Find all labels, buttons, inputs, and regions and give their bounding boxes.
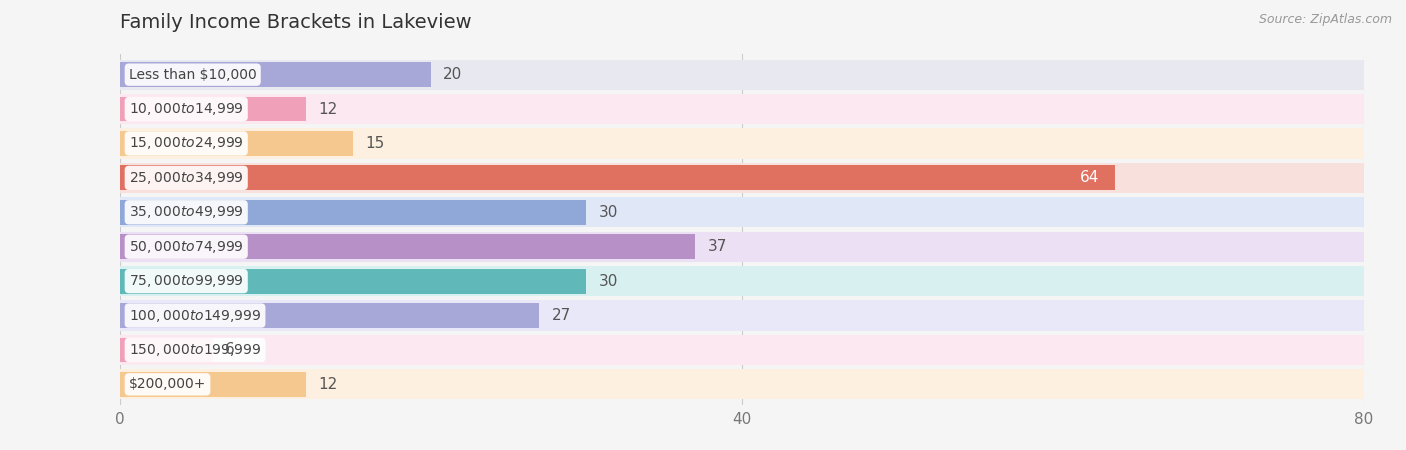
Text: $35,000 to $49,999: $35,000 to $49,999 (129, 204, 243, 220)
Text: 15: 15 (366, 136, 384, 151)
Text: 64: 64 (1080, 171, 1099, 185)
Text: $100,000 to $149,999: $100,000 to $149,999 (129, 307, 262, 324)
Bar (120, 301, 1364, 331)
Text: $15,000 to $24,999: $15,000 to $24,999 (129, 135, 243, 152)
Bar (120, 197, 1364, 227)
Bar (120, 372, 307, 397)
Bar (120, 338, 212, 362)
Bar (120, 62, 430, 87)
Text: 20: 20 (443, 67, 463, 82)
Bar (120, 234, 695, 259)
Text: 12: 12 (319, 102, 337, 117)
Bar (120, 200, 586, 225)
Bar (120, 131, 353, 156)
Text: $150,000 to $199,999: $150,000 to $199,999 (129, 342, 262, 358)
Text: Less than $10,000: Less than $10,000 (129, 68, 256, 81)
Text: 27: 27 (553, 308, 571, 323)
Text: $200,000+: $200,000+ (129, 378, 207, 392)
Bar (120, 97, 307, 122)
Text: $50,000 to $74,999: $50,000 to $74,999 (129, 238, 243, 255)
Bar (120, 232, 1364, 262)
Text: 30: 30 (599, 205, 619, 220)
Bar (120, 163, 1364, 193)
Text: $75,000 to $99,999: $75,000 to $99,999 (129, 273, 243, 289)
Bar (120, 266, 1364, 296)
Text: Source: ZipAtlas.com: Source: ZipAtlas.com (1258, 14, 1392, 27)
Bar (120, 303, 540, 328)
Text: 30: 30 (599, 274, 619, 288)
Bar (120, 59, 1364, 90)
Text: 6: 6 (225, 342, 235, 357)
Bar (120, 166, 1115, 190)
Bar (120, 94, 1364, 124)
Text: $10,000 to $14,999: $10,000 to $14,999 (129, 101, 243, 117)
Text: Family Income Brackets in Lakeview: Family Income Brackets in Lakeview (120, 14, 471, 32)
Text: 12: 12 (319, 377, 337, 392)
Bar (120, 369, 1364, 400)
Bar (120, 128, 1364, 158)
Text: 37: 37 (707, 239, 727, 254)
Bar (120, 335, 1364, 365)
Text: $25,000 to $34,999: $25,000 to $34,999 (129, 170, 243, 186)
Bar (120, 269, 586, 293)
